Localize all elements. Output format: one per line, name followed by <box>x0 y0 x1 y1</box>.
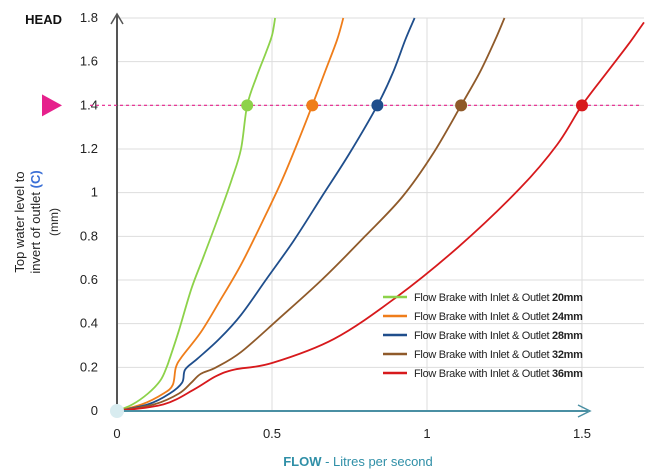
legend-label: Flow Brake with Inlet & Outlet 24mm <box>414 311 583 323</box>
y-axis-head-label: HEAD <box>25 12 62 27</box>
legend-label: Flow Brake with Inlet & Outlet 36mm <box>414 368 583 380</box>
design-point-24mm <box>306 99 319 112</box>
legend-label: Flow Brake with Inlet & Outlet 32mm <box>414 349 583 361</box>
legend-label-size: 36mm <box>552 368 583 380</box>
x-axis-title: FLOW - Litres per second <box>283 454 433 469</box>
legend-label-size: 20mm <box>552 292 583 304</box>
y-axis-title-unit: (mm) <box>47 208 61 236</box>
legend-label: Flow Brake with Inlet & Outlet 28mm <box>414 330 583 342</box>
y-tick-label: 0.4 <box>80 316 98 331</box>
y-tick-label: 0.8 <box>80 228 98 243</box>
y-tick-label: 1.6 <box>80 54 98 69</box>
legend-label-size: 24mm <box>552 311 583 323</box>
legend: Flow Brake with Inlet & Outlet 20mmFlow … <box>383 292 583 380</box>
design-head-markers <box>42 94 640 117</box>
design-point-36mm <box>576 99 588 112</box>
x-tick-label: 1.5 <box>573 426 591 441</box>
y-tick-label: 1.8 <box>80 10 98 25</box>
series-line-28mm <box>116 17 416 412</box>
y-tick-label: 0.6 <box>80 272 98 287</box>
x-axis-arrow <box>577 404 592 418</box>
series-line-32mm <box>116 17 506 412</box>
x-tick-label: 1 <box>423 426 430 441</box>
legend-label-prefix: Flow Brake with Inlet & Outlet <box>414 330 552 342</box>
y-tick-label: 1 <box>91 185 98 200</box>
legend-label-prefix: Flow Brake with Inlet & Outlet <box>414 311 552 323</box>
x-axis-title-rest: - Litres per second <box>321 454 432 469</box>
design-point-20mm <box>241 99 254 112</box>
y-axis-title-line-2: invert of outlet (C) <box>28 170 43 273</box>
legend-label-size: 32mm <box>552 349 583 361</box>
legend-label-prefix: Flow Brake with Inlet & Outlet <box>414 292 552 304</box>
y-axis-title-line-1: Top water level to <box>12 171 27 272</box>
y-tick-label: 0 <box>91 403 98 418</box>
y-axis-title: Top water level to invert of outlet (C) … <box>12 170 61 273</box>
origin-dot <box>110 404 124 418</box>
x-axis-title-bold: FLOW <box>283 454 322 469</box>
x-tick-label: 0 <box>113 426 120 441</box>
series-line-24mm <box>116 17 345 412</box>
legend-label: Flow Brake with Inlet & Outlet 20mm <box>414 292 583 304</box>
y-axis-title-line-2-text: invert of outlet <box>28 192 43 274</box>
series-line-20mm <box>116 17 276 412</box>
legend-label-size: 28mm <box>552 330 583 342</box>
legend-label-prefix: Flow Brake with Inlet & Outlet <box>414 368 552 380</box>
design-point-28mm <box>371 99 384 112</box>
y-axis-title-highlight: (C) <box>28 170 43 188</box>
design-head-pointer-icon <box>42 94 62 117</box>
axes <box>110 12 592 418</box>
y-axis-arrow <box>110 12 124 25</box>
y-tick-label: 0.2 <box>80 359 98 374</box>
design-point-32mm <box>455 99 468 112</box>
y-tick-label: 1.4 <box>80 97 98 112</box>
y-tick-label: 1.2 <box>80 141 98 156</box>
legend-label-prefix: Flow Brake with Inlet & Outlet <box>414 349 552 361</box>
tick-labels: 0 0.2 0.4 0.6 0.8 1 1.2 1.4 1.6 1.8 0 0.5 1 1.5 <box>80 10 591 441</box>
x-tick-label: 0.5 <box>263 426 281 441</box>
